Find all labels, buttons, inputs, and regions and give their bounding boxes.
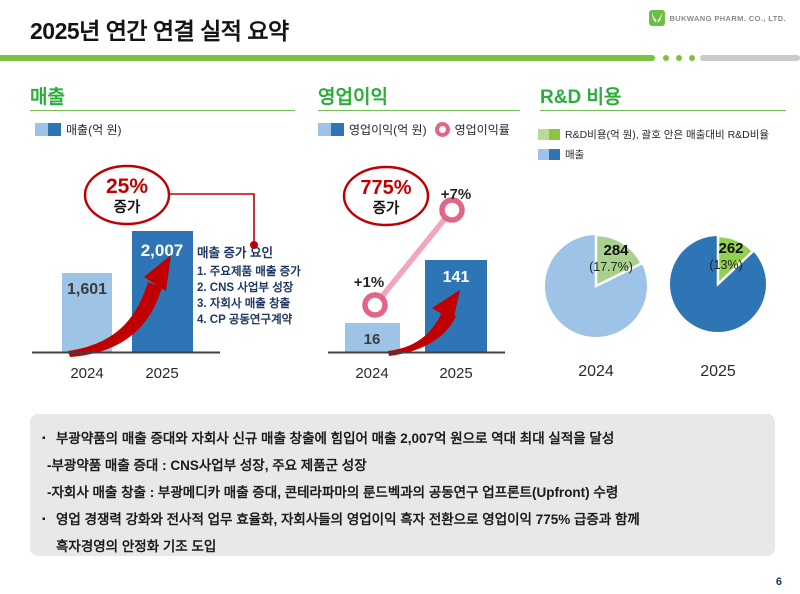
- pie-2025-rnd-slice: [716, 234, 755, 287]
- legend-swatch-green: [549, 129, 560, 140]
- op-rate-2024: +1%: [354, 274, 384, 291]
- revenue-growth-label: 증가: [114, 199, 141, 216]
- revenue-heading-underline: [30, 110, 295, 111]
- summary-text: 영업 경쟁력 강화와 전사적 업무 효율화, 자회사들의 영업이익 흑자 전환으…: [56, 512, 640, 527]
- legend-swatch-lightgreen: [538, 129, 549, 140]
- legend-swatch-darkblue: [48, 123, 61, 136]
- op-year-2024: 2024: [355, 365, 388, 382]
- rnd-section-heading: R&D 비용: [540, 87, 622, 108]
- rnd-legend-row1: R&D비용(억 원), 괄호 안은 매출대비 R&D비율: [538, 127, 769, 142]
- summary-line: -부광약품 매출 증대 : CNS사업부 성장, 주요 제품군 성장: [30, 452, 757, 479]
- growth-arrow: [68, 282, 162, 357]
- op-growth-percent: 775%: [360, 177, 411, 199]
- growth-arrow-head: [144, 255, 171, 291]
- op-2025-value: 141: [443, 269, 470, 286]
- factor-item: 4. CP 공동연구계약: [197, 314, 293, 326]
- operating-profit-legend: 영업이익(억 원) 영업이익률: [318, 121, 510, 138]
- revenue-legend: 매출(억 원): [35, 121, 122, 138]
- divider-dot: [676, 55, 682, 61]
- growth-badge-ellipse: [342, 165, 430, 227]
- summary-line: 흑자경영의 안정화 기조 도입: [30, 533, 757, 560]
- revenue-year-2025: 2025: [145, 365, 178, 382]
- summary-line: ▪ 부광약품의 매출 증대와 자회사 신규 매출 창출에 힘입어 매출 2,00…: [30, 425, 757, 452]
- legend-swatch-lightblue: [35, 123, 48, 136]
- ring-marker-icon: [434, 122, 450, 137]
- revenue-year-2024: 2024: [70, 365, 103, 382]
- growth-arrow-head: [432, 290, 460, 321]
- badge-connector-line: [169, 193, 255, 245]
- connector-dot: [250, 241, 258, 249]
- summary-box: ▪ 부광약품의 매출 증대와 자회사 신규 매출 창출에 힘입어 매출 2,00…: [30, 414, 775, 556]
- summary-line: -자회사 매출 창출 : 부광메디카 매출 증대, 콘테라파마의 룬드벡과의 공…: [30, 479, 757, 506]
- operating-profit-legend-bar-label: 영업이익(억 원): [349, 123, 427, 137]
- rnd-2024-value: 284: [603, 242, 629, 259]
- growth-arrow: [388, 310, 456, 356]
- revenue-2025-value: 2,007: [141, 241, 184, 260]
- revenue-2024-value: 1,601: [67, 281, 107, 298]
- bullet-icon: ▪: [42, 514, 46, 525]
- revenue-section-heading: 매출: [30, 87, 65, 108]
- summary-text: -부광약품 매출 증대 : CNS사업부 성장, 주요 제품군 성장: [47, 458, 367, 473]
- header-divider-gray: [700, 55, 800, 61]
- rnd-pie-charts: 284 (17.7%) 262 (13%) 2024 2025: [545, 233, 766, 380]
- revenue-growth-percent: 25%: [106, 175, 148, 198]
- rnd-year-2025: 2025: [700, 363, 736, 380]
- revenue-bar-chart: 1,601 2,007 2024 2025 25% 증가: [32, 164, 258, 382]
- op-bar-2024: [345, 323, 400, 352]
- rate-marker-2024: [362, 292, 388, 318]
- operating-profit-legend-line-label: 영업이익률: [454, 123, 510, 137]
- revenue-bar-2024: [62, 273, 112, 352]
- summary-line: ▪ 영업 경쟁력 강화와 전사적 업무 효율화, 자회사들의 영업이익 흑자 전…: [30, 506, 757, 533]
- page-number: 6: [775, 576, 782, 588]
- rnd-2025-value: 262: [718, 240, 743, 257]
- legend-swatch-darkblue: [331, 123, 344, 136]
- op-rate-2025: +7%: [441, 186, 471, 203]
- factor-item: 1. 주요제품 매출 증가: [197, 266, 301, 278]
- company-name: BUKWANG PHARM. CO., LTD.: [669, 13, 786, 23]
- operating-profit-section-heading: 영업이익: [318, 87, 388, 108]
- pie-2024-rnd-slice: [594, 233, 644, 289]
- op-growth-label: 증가: [373, 200, 400, 217]
- rnd-heading-underline: [540, 110, 786, 111]
- slide-title: 2025년 연간 연결 실적 요약: [30, 18, 289, 44]
- legend-swatch-darkblue: [549, 149, 560, 160]
- op-year-2025: 2025: [439, 365, 472, 382]
- summary-text: 흑자경영의 안정화 기조 도입: [56, 539, 217, 554]
- company-logo: BUKWANG PHARM. CO., LTD.: [649, 10, 786, 26]
- rnd-legend-sales-label: 매출: [565, 149, 585, 161]
- profit-rate-line: [372, 208, 455, 307]
- rnd-legend-label: R&D비용(억 원), 괄호 안은 매출대비 R&D비율: [565, 129, 770, 141]
- legend-swatch-lightblue: [538, 149, 549, 160]
- revenue-bar-2025: [132, 231, 193, 352]
- rnd-2024-ratio: (17.7%): [589, 260, 633, 274]
- op-2024-value: 16: [364, 331, 381, 348]
- bullet-icon: ▪: [42, 433, 46, 444]
- summary-text: 부광약품의 매출 증대와 자회사 신규 매출 창출에 힘입어 매출 2,007억…: [56, 431, 615, 446]
- operating-profit-heading-underline: [318, 110, 520, 111]
- summary-text: -자회사 매출 창출 : 부광메디카 매출 증대, 콘테라파마의 룬드벡과의 공…: [47, 485, 619, 500]
- rnd-year-2024: 2024: [578, 363, 614, 380]
- revenue-legend-label: 매출(억 원): [66, 123, 122, 137]
- rnd-legend-row2: 매출: [538, 147, 584, 162]
- factor-item: 3. 자회사 매출 창출: [197, 298, 291, 310]
- bukwang-logo-icon: [649, 10, 666, 26]
- rate-marker-2025: [439, 197, 465, 223]
- header-divider-green: [0, 55, 655, 61]
- divider-dot: [663, 55, 669, 61]
- growth-badge-ellipse: [83, 164, 171, 226]
- factors-title: 매출 증가 요인: [197, 246, 273, 260]
- revenue-factors-note: 매출 증가 요인 1. 주요제품 매출 증가 2. CNS 사업부 성장 3. …: [197, 242, 301, 328]
- legend-swatch-lightblue: [318, 123, 331, 136]
- divider-dot: [689, 55, 695, 61]
- factor-item: 2. CNS 사업부 성장: [197, 282, 294, 294]
- rnd-2025-ratio: (13%): [709, 258, 742, 272]
- operating-profit-chart: 16 141 +1% +7% 2024 2025 775% 증가: [328, 165, 505, 382]
